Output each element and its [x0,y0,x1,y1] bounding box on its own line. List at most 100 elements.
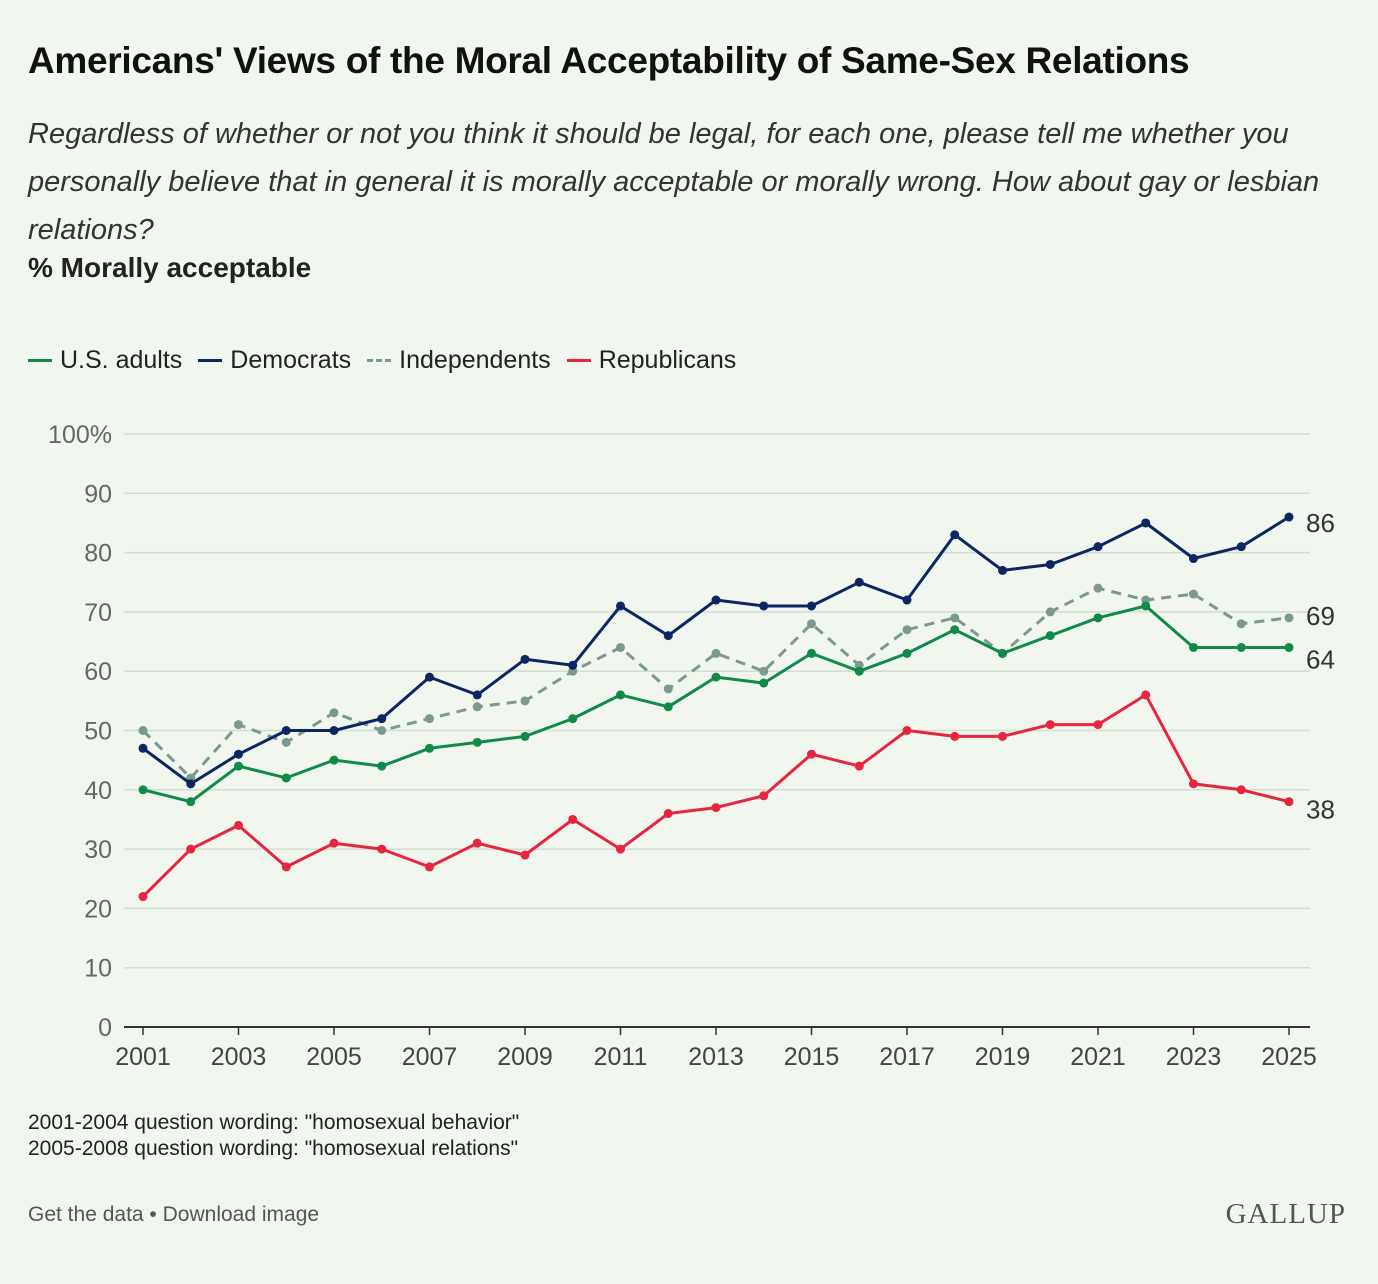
data-point-democrats-2015 [807,601,816,611]
data-point-independents-2005 [329,708,339,718]
legend-swatch-independents [367,358,392,362]
data-point-republicans-2015 [807,749,816,759]
data-point-u-s-adults-2011 [616,690,625,700]
data-point-democrats-2002 [186,779,196,789]
x-tick-label-2015: 2015 [784,1043,840,1071]
data-point-u-s-adults-2009 [520,731,530,741]
data-point-u-s-adults-2012 [663,702,673,712]
data-point-republicans-2008 [472,838,482,848]
data-point-u-s-adults-2007 [425,743,434,753]
data-point-democrats-2012 [663,631,673,641]
data-point-republicans-2018 [950,731,960,741]
x-tick-label-2005: 2005 [306,1043,362,1071]
legend-label-independents: Independents [399,345,551,374]
y-tick-label-30: 30 [84,836,112,864]
x-tick-label-2007: 2007 [402,1043,458,1071]
data-point-independents-2007 [425,714,434,724]
data-point-u-s-adults-2013 [711,672,721,682]
legend-swatch-democrats [198,358,223,362]
y-tick-label-60: 60 [84,658,112,686]
data-point-republicans-2002 [186,844,196,854]
line-chart: 0 10 20 30 40 50 60 70 80 90 100% 2001 2003 2005 2007 2… [48,421,1335,1071]
data-point-republicans-2014 [759,791,769,801]
data-point-republicans-2019 [998,731,1007,741]
data-point-u-s-adults-2002 [186,797,196,807]
footer-separator: • [143,1203,163,1226]
data-point-democrats-2004 [281,726,291,735]
data-point-independents-2025 [1284,613,1294,623]
data-point-republicans-2011 [616,844,625,854]
data-point-republicans-2012 [663,809,673,819]
legend-item-us-adults: U.S. adults [28,346,182,375]
data-point-republicans-2004 [281,862,291,872]
data-point-republicans-2024 [1236,785,1246,795]
data-point-republicans-2016 [854,761,864,771]
data-point-republicans-2020 [1045,720,1055,730]
data-point-independents-2011 [616,642,625,652]
data-point-u-s-adults-2023 [1189,642,1198,652]
data-point-republicans-2005 [329,838,339,848]
data-point-u-s-adults-2017 [902,648,912,658]
y-tick-label-80: 80 [84,540,112,568]
end-label-democrats: 86 [1306,508,1335,538]
data-point-independents-2004 [281,737,291,747]
data-point-democrats-2024 [1236,542,1246,552]
data-point-u-s-adults-2008 [472,737,482,747]
data-point-independents-2009 [520,696,530,706]
y-tick-label-0: 0 [98,1014,112,1042]
end-label-independents: 69 [1306,601,1335,631]
legend-item-republicans: Republicans [566,345,737,375]
x-tick-label-2011: 2011 [594,1043,648,1071]
x-tick-label-2021: 2021 [1070,1043,1126,1071]
x-tick-label-2013: 2013 [688,1043,744,1071]
legend-label-republicans: Republicans [598,345,737,374]
data-point-republicans-2003 [234,820,243,830]
data-point-democrats-2017 [902,595,912,605]
legend-item-independents: Independents [367,346,551,375]
data-point-independents-2023 [1189,589,1198,599]
data-point-democrats-2020 [1045,559,1055,569]
data-point-independents-2024 [1236,619,1246,629]
data-point-democrats-2023 [1189,554,1198,564]
question-text: Regardless of whether or not you think i… [28,118,1320,246]
data-point-u-s-adults-2025 [1284,642,1294,652]
y-tick-label-70: 70 [84,599,112,627]
data-point-u-s-adults-2021 [1093,613,1103,623]
legend-swatch-republicans [566,358,591,362]
data-point-democrats-2001 [138,743,148,753]
series-line-u-s-adults [142,604,1289,804]
data-point-u-s-adults-2018 [950,625,960,635]
notes: 2001-2004 question wording: "homosexual … [28,1110,519,1162]
data-point-democrats-2021 [1093,542,1103,552]
chart-title: Americans' Views of the Moral Acceptabil… [28,40,1190,81]
y-tick-label-10: 10 [84,955,112,983]
data-point-democrats-2010 [568,660,578,670]
data-point-independents-2001 [138,726,148,735]
x-tick-label-2003: 2003 [211,1043,267,1071]
x-tick-label-2001: 2001 [115,1043,171,1071]
data-point-democrats-2022 [1141,518,1151,528]
download-image-link[interactable]: Download image [162,1203,320,1226]
x-tick-label-2017: 2017 [879,1043,935,1071]
data-point-u-s-adults-2001 [138,785,148,795]
legend: U.S. adults Democrats Independents Repub… [28,340,752,380]
data-point-democrats-2025 [1284,512,1294,522]
data-point-republicans-2006 [377,844,387,854]
data-point-independents-2003 [234,720,243,730]
data-point-u-s-adults-2020 [1045,631,1055,641]
series-line-independents [141,586,1290,780]
data-point-republicans-2017 [902,726,912,735]
data-point-republicans-2010 [568,814,578,824]
get-data-link[interactable]: Get the data [28,1203,144,1226]
data-point-u-s-adults-2005 [329,755,339,765]
data-point-democrats-2011 [616,601,625,611]
data-point-democrats-2007 [425,672,434,682]
data-point-u-s-adults-2024 [1236,642,1246,652]
y-tick-label-20: 20 [84,895,112,923]
data-point-u-s-adults-2010 [568,714,578,724]
footer-links: Get the data • Download image [28,1203,319,1227]
note-wording-2005-2008: 2005-2008 question wording: "homosexual … [28,1137,519,1160]
y-tick-label-100: 100% [48,421,112,449]
data-point-independents-2006 [377,726,387,735]
measure-label: % Morally acceptable [28,252,312,283]
